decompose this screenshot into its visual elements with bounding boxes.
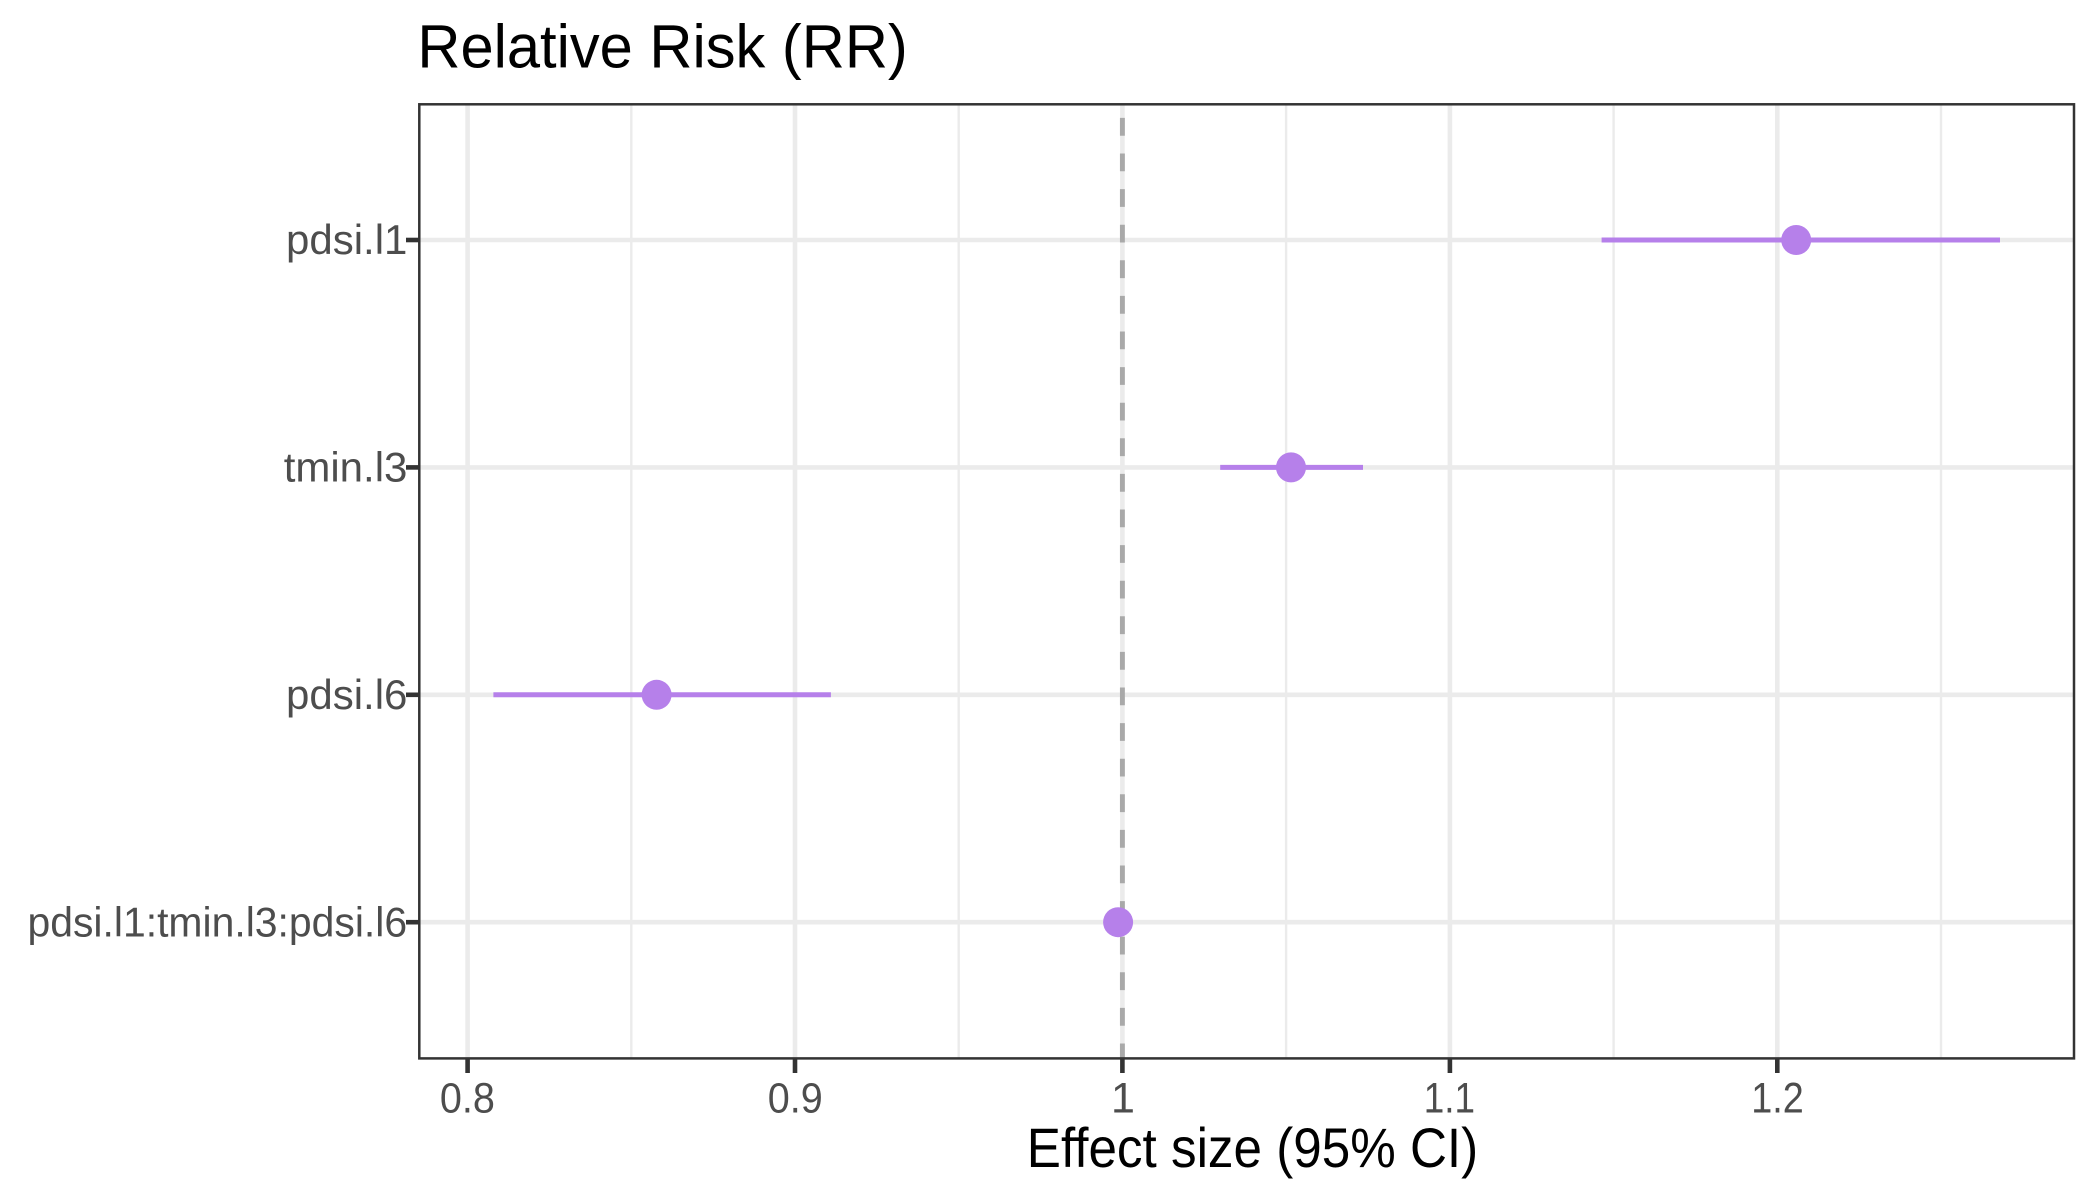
svg-text:1.2: 1.2 bbox=[1751, 1075, 1804, 1123]
svg-text:0.8: 0.8 bbox=[440, 1075, 495, 1123]
svg-text:0.9: 0.9 bbox=[768, 1075, 823, 1123]
svg-text:Relative Risk (RR): Relative Risk (RR) bbox=[417, 13, 907, 81]
svg-text:pdsi.l1:tmin.l3:pdsi.l6: pdsi.l1:tmin.l3:pdsi.l6 bbox=[28, 898, 408, 945]
svg-text:pdsi.l1: pdsi.l1 bbox=[286, 216, 407, 263]
svg-text:1.1: 1.1 bbox=[1424, 1075, 1475, 1123]
svg-text:Effect size (95% CI): Effect size (95% CI) bbox=[1027, 1117, 1478, 1179]
svg-text:1: 1 bbox=[1111, 1075, 1135, 1123]
svg-text:pdsi.l6: pdsi.l6 bbox=[286, 671, 407, 718]
svg-text:tmin.l3: tmin.l3 bbox=[284, 444, 408, 491]
